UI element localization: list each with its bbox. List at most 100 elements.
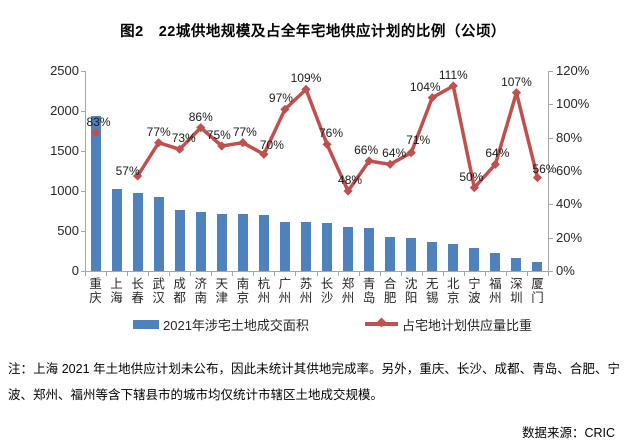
line-data-label: 66%	[354, 143, 379, 157]
bar	[511, 258, 522, 271]
line-data-label: 86%	[188, 109, 213, 124]
x-axis-label: 合 肥	[383, 277, 397, 305]
data-source: 数据来源：CRIC	[521, 426, 615, 440]
left-axis-tick	[81, 271, 85, 272]
x-axis-label: 无 锡	[425, 277, 439, 305]
right-axis-line	[548, 71, 549, 271]
line-data-label: 64%	[382, 146, 407, 161]
x-axis-label: 郑 州	[341, 277, 355, 305]
x-axis-tick	[463, 272, 465, 276]
bar	[532, 262, 543, 271]
x-axis-line	[85, 271, 549, 272]
left-axis-tick-label: 500	[57, 223, 79, 238]
line-data-label: 77%	[146, 124, 171, 139]
line-data-label: 64%	[485, 146, 510, 161]
line-data-label: 50%	[459, 169, 484, 184]
x-axis-label: 福 州	[489, 277, 502, 305]
bar	[174, 210, 185, 271]
line-marker	[154, 138, 164, 148]
x-axis-tick	[421, 272, 423, 276]
x-axis-label: 青 岛	[362, 277, 376, 305]
x-axis-tick	[148, 272, 150, 276]
right-axis-tick-label: 0%	[556, 263, 575, 278]
right-axis-tick-label: 100%	[556, 96, 590, 112]
x-axis-tick	[253, 272, 255, 276]
x-axis-label: 成 都	[173, 277, 186, 305]
line-data-label: 57%	[115, 164, 140, 178]
line-data-label: 70%	[259, 138, 284, 153]
left-axis-tick-label: 0	[71, 263, 79, 278]
bar	[469, 247, 480, 271]
x-axis-tick	[232, 272, 234, 276]
line-legend-swatch	[365, 317, 398, 328]
x-axis-tick	[295, 272, 297, 276]
line-marker	[301, 84, 311, 94]
line-data-label: 73%	[171, 131, 196, 146]
x-axis-tick	[127, 272, 129, 276]
line-marker	[364, 156, 374, 166]
right-axis-tick	[549, 104, 553, 106]
x-axis-label: 天 津	[215, 277, 229, 305]
bar	[111, 188, 122, 271]
line-marker	[196, 123, 206, 133]
bar	[90, 115, 101, 271]
bar	[237, 214, 248, 271]
bar	[427, 242, 438, 271]
line-data-label: 48%	[338, 173, 363, 187]
x-axis-tick	[484, 272, 486, 276]
right-axis-tick-label: 40%	[556, 196, 583, 212]
x-axis-label: 长 春	[131, 277, 144, 305]
line-data-label: 111%	[438, 68, 468, 82]
x-axis-label: 武 汉	[152, 277, 165, 305]
line-marker	[490, 159, 500, 169]
bar	[385, 237, 396, 271]
right-axis-tick	[549, 237, 553, 239]
x-axis-label: 宁 波	[468, 277, 481, 305]
x-axis-tick	[85, 272, 86, 276]
line-marker	[469, 183, 479, 193]
bar	[406, 238, 417, 271]
bar	[448, 244, 459, 271]
line-data-label: 104%	[409, 79, 441, 94]
x-axis-tick	[169, 272, 171, 276]
x-axis-label: 厦 门	[531, 277, 544, 305]
x-axis-tick	[190, 272, 192, 276]
chart-title: 图2 22城供地规模及占全年宅地供应计划的比例（公顷）	[120, 24, 506, 40]
x-axis-label: 南 京	[236, 277, 250, 305]
right-axis-tick-label: 80%	[556, 129, 583, 145]
x-axis-label: 长 沙	[320, 277, 334, 305]
line-data-label: 71%	[406, 132, 431, 147]
line-marker	[217, 141, 227, 151]
line-data-label: 83%	[86, 114, 111, 129]
line-data-label: 76%	[319, 126, 344, 141]
left-axis-tick-label: 2000	[50, 103, 79, 118]
line-marker	[175, 144, 185, 154]
line-data-label: 75%	[206, 128, 231, 142]
x-axis-label: 北 京	[447, 277, 460, 305]
line-marker	[406, 148, 416, 158]
bar	[195, 211, 206, 271]
right-axis-tick	[549, 271, 553, 272]
x-axis-tick	[442, 272, 444, 276]
line-marker	[448, 81, 458, 91]
right-axis-tick	[549, 171, 553, 172]
right-axis-tick	[549, 204, 553, 206]
x-axis-tick	[400, 272, 402, 276]
x-axis-label: 重 庆	[89, 277, 102, 305]
x-axis-label: 苏 州	[299, 277, 313, 305]
diamond-marker-icon	[376, 317, 387, 328]
x-axis-tick	[526, 272, 528, 276]
line-legend-label: 占宅地计划供应量比重	[402, 317, 533, 333]
x-axis-tick	[274, 272, 276, 276]
line-marker	[385, 159, 395, 169]
bar	[343, 227, 354, 271]
right-axis-tick-label: 120%	[556, 63, 590, 78]
left-axis-tick	[81, 71, 85, 72]
line-data-label: 109%	[290, 71, 322, 86]
bar	[216, 213, 227, 271]
legend-item-bar: 2021年涉宅土地成交面积	[133, 315, 309, 333]
x-axis-label: 广 州	[278, 277, 292, 305]
x-axis-tick	[505, 272, 507, 276]
line-data-label: 107%	[501, 74, 532, 89]
